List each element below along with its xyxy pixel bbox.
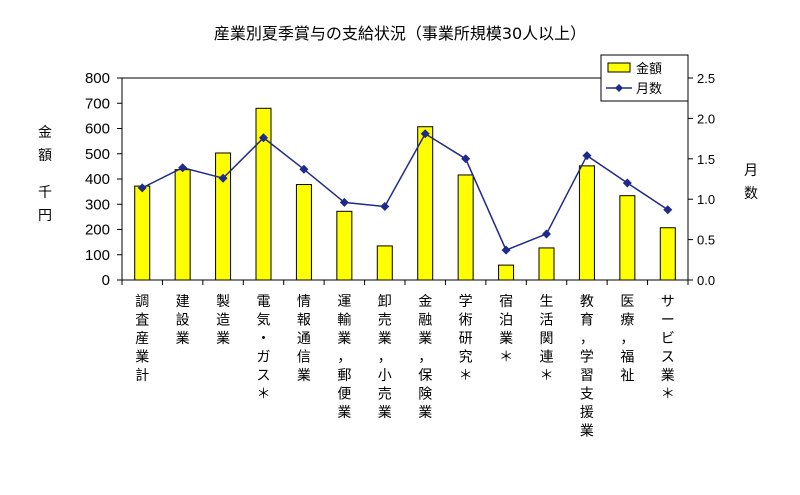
line-point	[420, 129, 430, 139]
category-label: 宿泊業＊	[499, 293, 513, 366]
bar	[538, 247, 555, 281]
bar	[174, 169, 191, 281]
y2-tick-label: 1.0	[697, 192, 715, 207]
category-label: 医療，福祉	[620, 294, 634, 384]
bar	[659, 227, 676, 281]
line-point	[461, 154, 471, 164]
y2-tick-label: 2.5	[697, 71, 715, 86]
bar	[619, 195, 636, 281]
category-label: 建設業	[176, 294, 190, 347]
bar	[578, 165, 595, 281]
bar	[498, 264, 515, 281]
chart-title: 産業別夏季賞与の支給状況（事業所規模30人以上）	[214, 24, 586, 43]
bar	[134, 185, 151, 281]
bar-series	[134, 107, 676, 281]
y-tick-label: 300	[85, 196, 110, 213]
bar	[376, 245, 393, 281]
line-point	[380, 201, 390, 211]
line-point	[299, 164, 309, 174]
legend: 金額 月数	[600, 54, 689, 102]
category-label: 製造業	[216, 294, 230, 347]
category-label: 調査産業計	[135, 294, 149, 384]
line-path	[141, 132, 669, 252]
x-axis-categories: 調査産業計 建設業 製造業 電気・ガス＊ 情報通信業 運輸業，郵便業 卸売業，小売業 金融業，…	[121, 280, 689, 440]
line-point	[178, 163, 188, 173]
y2-axis-label-text: 月数	[744, 163, 758, 202]
y-tick-label: 200	[85, 222, 110, 239]
bar	[255, 107, 272, 281]
bar	[336, 210, 353, 281]
y2-axis: 0.0 0.5 1.0 1.5 2.0 2.5	[688, 71, 715, 288]
y2-tick-label: 1.5	[697, 152, 715, 167]
line-point	[218, 173, 228, 183]
y-tick-label: 500	[85, 146, 110, 163]
y2-tick-label: 0.0	[697, 273, 715, 288]
plot-area	[121, 77, 689, 281]
y-tick-label: 0	[102, 272, 110, 289]
line-point	[339, 197, 349, 207]
category-label: 電気・ガス＊	[257, 294, 271, 403]
category-label: 生活関連＊	[540, 294, 554, 384]
line-point	[663, 205, 673, 215]
legend-label-months: 月数	[636, 82, 662, 97]
legend-marker	[615, 84, 623, 92]
y-tick-label: 700	[85, 95, 110, 112]
y-tick-label: 600	[85, 121, 110, 138]
line-point	[542, 229, 551, 239]
line-point	[501, 245, 511, 255]
y-tick-label: 100	[85, 247, 110, 264]
y-tick-label: 800	[85, 70, 110, 87]
line-point	[622, 178, 632, 188]
category-label: 卸売業，小売業	[378, 294, 392, 421]
y-tick-label: 400	[85, 171, 110, 188]
legend-swatch-bar	[607, 62, 631, 73]
bar	[457, 174, 474, 281]
bar	[295, 184, 312, 281]
legend-label-amount: 金額	[636, 61, 662, 77]
y2-axis-label: 月数	[744, 163, 758, 202]
category-label: 学術研究＊	[459, 294, 473, 384]
bar	[215, 152, 232, 281]
category-label: 金融業，保険業	[418, 294, 432, 421]
y2-tick-label: 0.5	[697, 233, 715, 248]
category-label: サービス業＊	[661, 294, 675, 403]
y2-tick-label: 2.0	[697, 111, 715, 126]
y-axis-label: 金額千円	[38, 125, 52, 224]
bar	[417, 126, 434, 281]
line-point	[259, 133, 268, 143]
category-label: 運輸業，郵便業	[337, 294, 351, 421]
line-point	[582, 151, 592, 161]
line-point	[137, 183, 147, 193]
category-label: 情報通信業	[297, 294, 311, 384]
line-series	[137, 129, 673, 255]
y-axis-label-text: 金額千円	[38, 125, 52, 224]
y-axis: 0 100 200 300 400 500 600 700 800	[85, 70, 122, 289]
category-label: 教育，学習支援業	[580, 294, 594, 440]
